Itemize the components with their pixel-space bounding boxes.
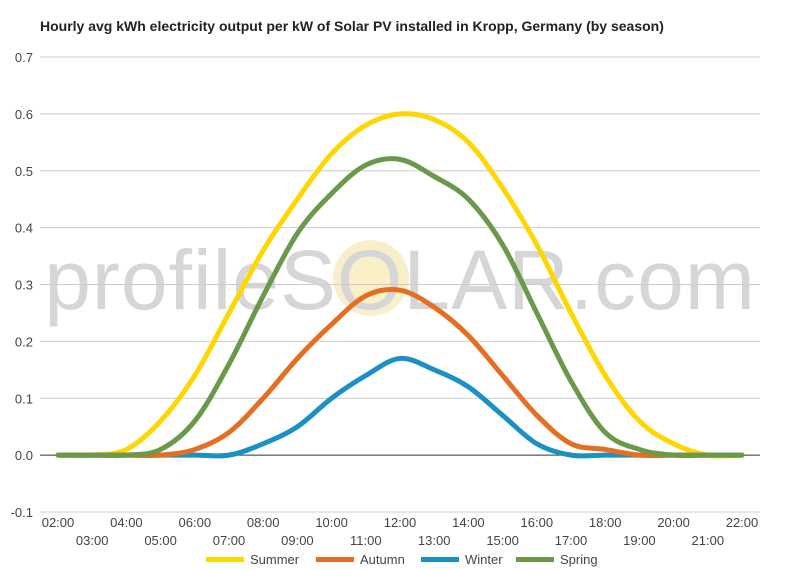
chart-title: Hourly avg kWh electricity output per kW… — [40, 18, 664, 34]
x-tick-label: 19:00 — [623, 533, 656, 548]
series-line-spring — [55, 156, 745, 459]
x-tick-label: 09:00 — [281, 533, 314, 548]
x-tick-label: 22:00 — [726, 515, 759, 530]
legend-swatch — [421, 556, 459, 562]
grid-lines — [40, 56, 760, 513]
series-line-autumn — [55, 286, 745, 459]
x-tick-label: 18:00 — [589, 515, 622, 530]
watermark-sun-logo — [333, 240, 409, 316]
y-tick-label: 0.7 — [15, 50, 33, 65]
legend-label: Winter — [465, 551, 503, 567]
x-tick-label: 08:00 — [247, 515, 280, 530]
legend-item-autumn[interactable]: Autumn — [316, 550, 405, 568]
x-tick-label: 14:00 — [452, 515, 485, 530]
x-tick-label: 15:00 — [486, 533, 519, 548]
y-axis: -0.1 0.0 0.1 0.2 0.3 0.4 0.5 0.6 0.7 — [11, 50, 33, 520]
x-axis: 02:0003:0004:0005:0006:0007:0008:0009:00… — [42, 515, 759, 548]
watermark-text: profileSOLAR.com — [44, 233, 756, 327]
y-tick-label: 0.2 — [15, 334, 33, 349]
x-tick-label: 11:00 — [350, 533, 382, 548]
legend-label: Summer — [250, 551, 300, 567]
y-tick-label: 0.1 — [15, 391, 33, 406]
chart-legend: Summer Autumn Winter Spring — [0, 550, 800, 568]
x-tick-label: 05:00 — [144, 533, 177, 548]
legend-label: Autumn — [360, 551, 405, 567]
legend-label: Spring — [560, 551, 598, 567]
series-lines — [55, 111, 745, 459]
y-tick-label: 0.5 — [15, 164, 33, 179]
legend-item-winter[interactable]: Winter — [421, 550, 503, 568]
x-tick-label: 12:00 — [384, 515, 417, 530]
legend-swatch — [316, 556, 354, 562]
x-tick-label: 02:00 — [42, 515, 75, 530]
x-tick-label: 04:00 — [110, 515, 143, 530]
x-tick-label: 10:00 — [315, 515, 348, 530]
series-line-summer — [55, 111, 745, 459]
x-tick-label: 20:00 — [657, 515, 690, 530]
y-tick-label: 0.0 — [15, 448, 33, 463]
legend-swatch — [516, 556, 554, 562]
x-tick-label: 17:00 — [555, 533, 588, 548]
x-tick-label: 21:00 — [692, 533, 725, 548]
y-tick-label: 0.3 — [15, 278, 33, 293]
series-line-winter — [55, 355, 745, 459]
x-tick-label: 13:00 — [418, 533, 451, 548]
legend-item-summer[interactable]: Summer — [206, 550, 299, 568]
x-tick-label: 16:00 — [521, 515, 554, 530]
y-tick-label: 0.6 — [15, 107, 33, 122]
y-tick-label: 0.4 — [15, 221, 33, 236]
x-tick-label: 06:00 — [179, 515, 212, 530]
x-tick-label: 07:00 — [213, 533, 246, 548]
legend-swatch — [206, 556, 244, 562]
y-tick-label: -0.1 — [11, 505, 33, 520]
x-tick-label: 03:00 — [76, 533, 109, 548]
legend-item-spring[interactable]: Spring — [516, 550, 598, 568]
